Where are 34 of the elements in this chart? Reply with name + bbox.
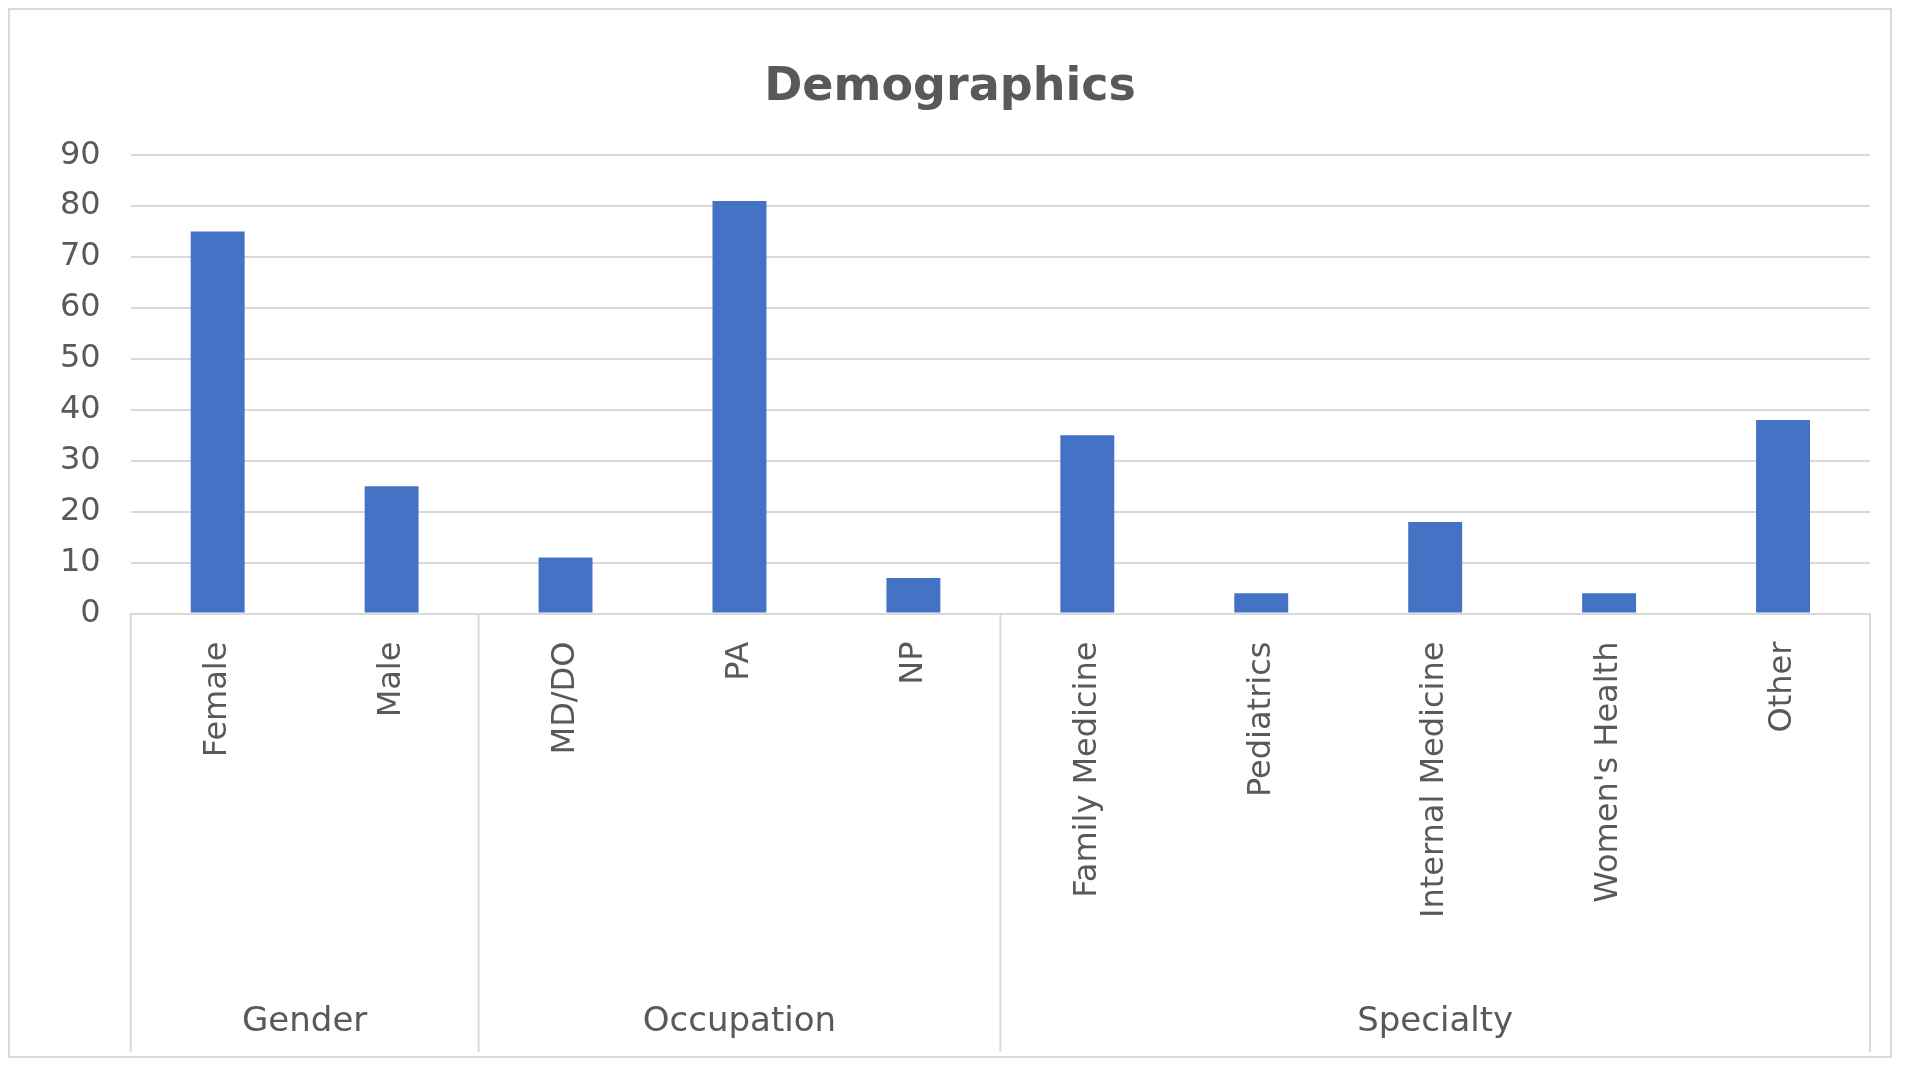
x-tick-label: Internal Medicine [1413,641,1452,918]
text: Occupation [642,998,837,1039]
bar [1582,593,1637,613]
x-tick-label: Female [196,641,234,758]
y-tick-label: 70 [60,235,101,274]
bar [1060,435,1115,613]
x-tick-label: PA [717,641,756,681]
x-tick-label: Family Medicine [1065,641,1104,898]
bar [1408,521,1463,613]
x-tick-label: NP [891,641,930,685]
bar [1234,593,1289,613]
chart-title: Demographics [764,56,1136,111]
x-tick-label: Pediatrics [1239,641,1278,798]
bar [190,231,245,613]
text: Gender [242,998,368,1039]
x-tick-label: Male [369,641,408,718]
y-tick-label: 10 [60,540,101,579]
bar [538,557,593,613]
x-tick-label: Women's Health [1587,641,1626,903]
bar [712,201,767,613]
text: Specialty [1357,998,1514,1039]
x-tick-label: MD/DO [543,641,582,755]
y-tick-label: 30 [60,439,101,478]
bar [364,486,419,613]
bar [1756,420,1810,613]
y-tick-label: 40 [60,388,101,427]
y-tick-label: 20 [60,490,101,528]
y-tick-label: 90 [60,133,101,172]
y-tick-label: 0 [80,591,101,630]
bar [886,577,941,613]
y-tick-label: 50 [60,337,101,376]
y-tick-label: 60 [60,286,101,325]
x-tick-label: Other [1761,640,1800,733]
y-tick-label: 80 [60,184,101,223]
